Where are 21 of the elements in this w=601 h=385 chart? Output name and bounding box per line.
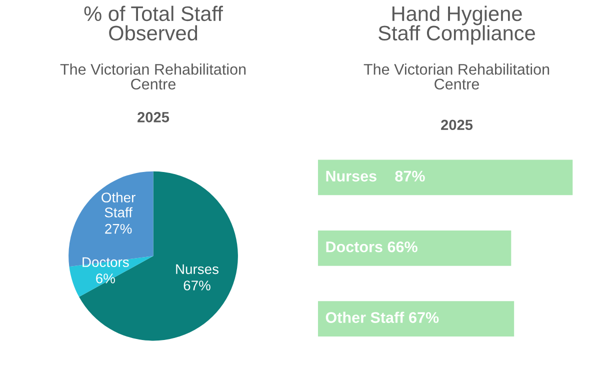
slice-label: Nurses (176, 264, 218, 274)
data-label: 67% (184, 280, 210, 290)
chart-subtitle: The Victorian Rehabilitation Centre (60, 64, 246, 90)
slice-label: Other Staff (102, 192, 136, 218)
chart-subtitle: The Victorian Rehabilitation Centre (364, 64, 550, 90)
data-label: 87% (395, 170, 425, 182)
category-label: Other Staff (326, 312, 404, 323)
category-label: Doctors (326, 242, 382, 252)
data-label: 6% (96, 274, 115, 284)
data-label: 27% (105, 224, 132, 234)
data-label: 66% (388, 241, 418, 252)
category-label: Nurses (326, 170, 376, 182)
chart-title: % of Total Staff Observed (84, 6, 223, 40)
text: 2025 (441, 120, 473, 130)
chart-title: Hand Hygiene Staff Compliance (378, 6, 535, 45)
pie-slice (79, 171, 238, 341)
data-label: 67% (409, 312, 439, 323)
pie-slice (68, 171, 154, 267)
slice-label: Doctors (82, 257, 129, 268)
text: 2025 (138, 112, 170, 122)
pie-slice (69, 256, 154, 297)
